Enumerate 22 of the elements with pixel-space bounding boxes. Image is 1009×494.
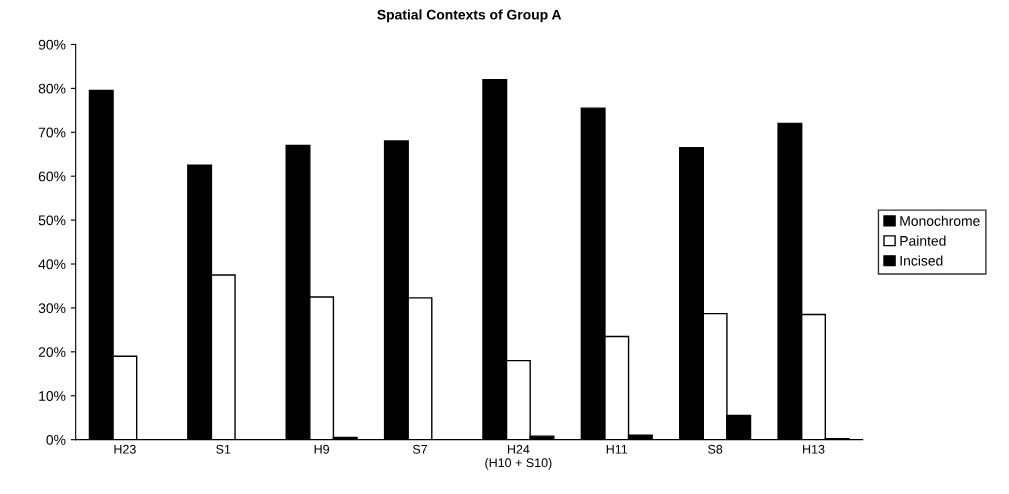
x-tick-label: H11: [606, 444, 628, 454]
x-tick-label: H24 (H10 + S10): [485, 444, 552, 470]
x-tick-label: S1: [216, 444, 231, 454]
x-tick-label: S7: [412, 444, 428, 454]
y-tick-label: 50%: [38, 215, 66, 226]
y-tick-label: 0%: [46, 434, 66, 445]
x-tick-label: H23: [114, 444, 136, 454]
y-tick-label: 90%: [38, 39, 66, 50]
y-tick-label: 20%: [38, 347, 66, 358]
y-tick-label: 40%: [38, 259, 66, 270]
x-tick-label: H9: [314, 444, 330, 454]
y-tick-label: 10%: [39, 391, 66, 401]
legend-label: Painted: [900, 235, 946, 246]
y-tick-label: 70%: [38, 127, 66, 138]
x-tick-label: S8: [708, 444, 723, 454]
chart-title: Spatial Contexts of Group A: [377, 9, 562, 23]
y-tick-label: 80%: [38, 83, 66, 94]
x-tick-label: H13: [803, 444, 825, 454]
legend-label: Incised: [900, 255, 943, 266]
legend-label: Monochrome: [900, 215, 980, 226]
y-tick-label: 30%: [38, 303, 66, 314]
y-tick-label: 60%: [38, 171, 66, 182]
